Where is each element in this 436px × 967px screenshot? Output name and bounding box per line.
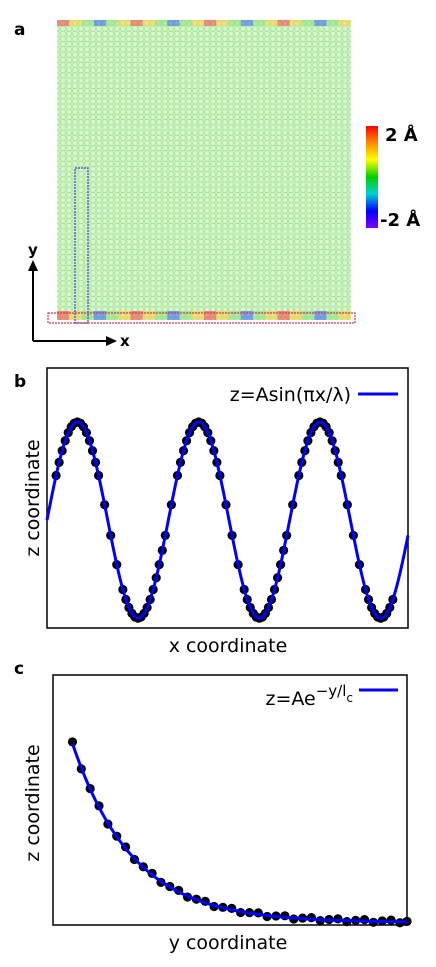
panel-c-legend-main: z=Ae <box>265 688 315 710</box>
panel-b-legend-label: z=Asin(πx/λ) <box>230 384 351 406</box>
bottom-edge-ripple <box>326 311 339 320</box>
panel-c-plot-frame <box>52 674 408 926</box>
bottom-edge-ripple <box>155 311 168 320</box>
panel-c-y-axis-label: z coordinate <box>22 744 44 861</box>
bottom-edge-ripple <box>142 311 155 320</box>
top-edge-ripple <box>204 20 217 26</box>
bottom-edge-ripple <box>106 311 119 320</box>
top-edge-ripple <box>179 20 192 26</box>
panel-c-data-point <box>67 737 78 747</box>
top-edge-ripple <box>265 20 278 26</box>
top-edge-ripple <box>314 20 327 26</box>
bottom-edge-ripple <box>314 311 327 320</box>
top-edge-ripple <box>155 20 168 26</box>
horizontal-highlight-box <box>47 312 356 324</box>
bottom-edge-ripple <box>265 311 278 320</box>
top-edge-ripple <box>253 20 266 26</box>
bottom-edge-ripple <box>191 311 204 320</box>
top-edge-ripple <box>216 20 229 26</box>
top-edge-ripple <box>167 20 180 26</box>
bottom-edge-ripple <box>57 311 70 320</box>
bottom-edge-ripple <box>277 311 290 320</box>
panel-a-letter: a <box>14 20 26 40</box>
x-axis-arrow-label: x <box>120 332 130 350</box>
bottom-edge-ripple <box>179 311 192 320</box>
vertical-highlight-box <box>74 167 89 324</box>
bottom-edge-ripple <box>240 311 253 320</box>
top-edge-ripple <box>338 20 351 26</box>
top-edge-ripple <box>240 20 253 26</box>
lattice-hex-pattern <box>57 20 351 320</box>
bottom-edge-ripple <box>302 311 315 320</box>
xy-axes-arrows <box>28 260 117 346</box>
bottom-edge-ripple <box>216 311 229 320</box>
colorbar-bottom-label: -2 Å <box>380 208 420 231</box>
panel-b-x-axis-label: x coordinate <box>169 635 288 657</box>
top-edge-ripple <box>191 20 204 26</box>
bottom-edge-ripple <box>253 311 266 320</box>
top-edge-ripple <box>326 20 339 26</box>
top-edge-ripple <box>57 20 70 26</box>
top-edge-ripple <box>93 20 106 26</box>
panel-b-plot-frame <box>46 367 409 629</box>
bottom-edge-ripple <box>289 311 302 320</box>
top-edge-ripple <box>228 20 241 26</box>
top-edge-ripple <box>81 20 94 26</box>
y-axis-arrow-label: y <box>28 241 38 259</box>
panel-c-exp-chart: z=Ae−y/lc y coordinate z coordinate <box>22 674 412 954</box>
panel-c-legend-exponent: −y/l <box>316 682 347 700</box>
bottom-edge-ripple <box>93 311 106 320</box>
bottom-edge-ripple <box>69 311 82 320</box>
top-edge-ripple <box>289 20 302 26</box>
top-edge-ripple <box>69 20 82 26</box>
panel-b-fit-line <box>45 420 410 620</box>
bottom-edge-ripple <box>118 311 131 320</box>
panel-b-letter: b <box>14 372 27 392</box>
panel-c-letter: c <box>14 659 25 679</box>
bottom-edge-ripple <box>338 311 351 320</box>
top-edge-ripple <box>118 20 131 26</box>
top-edge-ripple <box>302 20 315 26</box>
panel-c-fit-line <box>71 742 408 924</box>
panel-c-legend-label: z=Ae−y/lc <box>265 682 353 710</box>
panel-c-x-axis-label: y coordinate <box>169 932 288 954</box>
bottom-edge-ripple <box>130 311 143 320</box>
panel-c-legend-subscript: c <box>346 691 353 705</box>
colorbar-top-label: 2 Å <box>385 123 418 146</box>
top-edge-ripple <box>277 20 290 26</box>
top-edge-ripple <box>142 20 155 26</box>
panel-b-y-axis-label: z coordinate <box>22 439 44 556</box>
bottom-edge-ripple <box>204 311 217 320</box>
bottom-edge-ripple <box>167 311 180 320</box>
top-edge-ripple <box>130 20 143 26</box>
panel-a-lattice-map: y x 2 Å -2 Å <box>28 20 420 350</box>
top-edge-ripple <box>106 20 119 26</box>
colorbar <box>366 126 378 228</box>
panel-b-sine-chart: z=Asin(πx/λ) x coordinate z coordinate <box>22 367 410 657</box>
bottom-edge-ripple <box>228 311 241 320</box>
